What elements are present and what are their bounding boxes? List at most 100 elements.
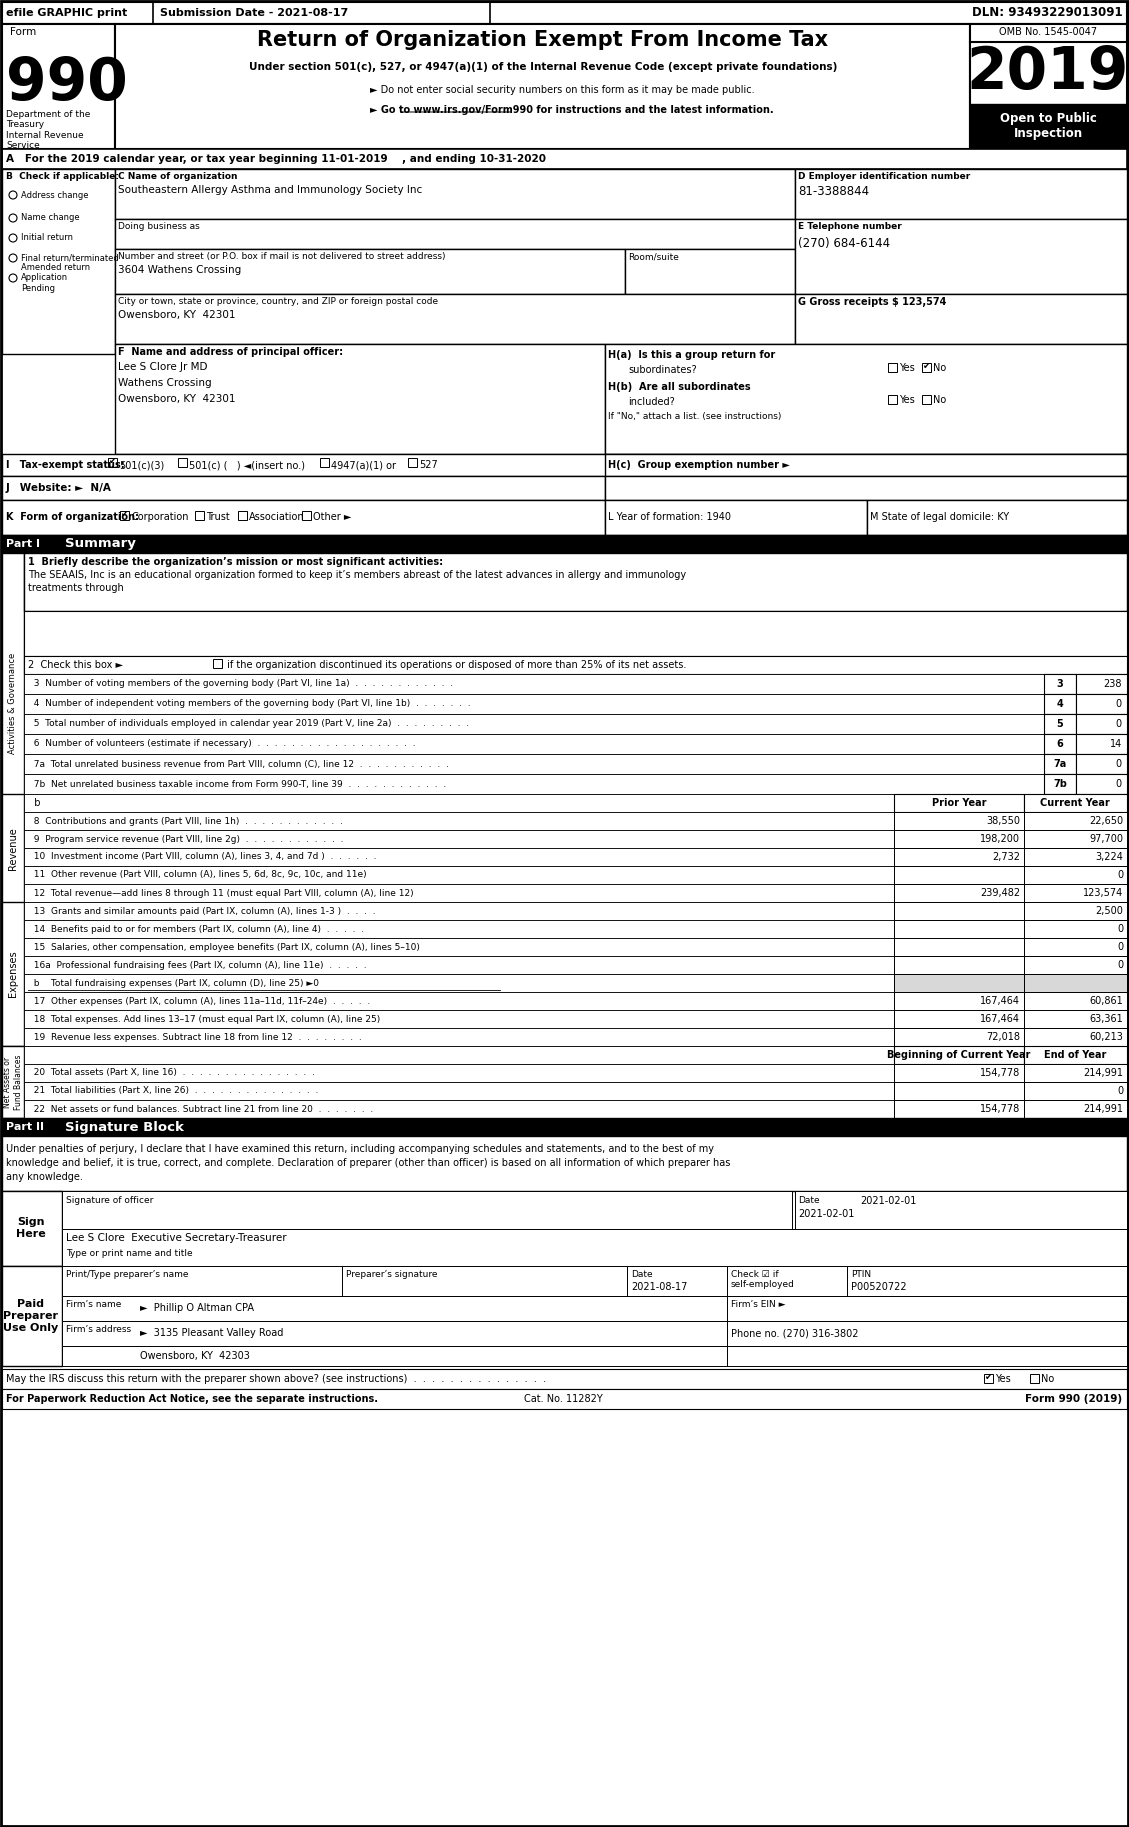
Text: 0: 0 bbox=[1117, 943, 1123, 952]
Bar bbox=[2, 1266, 62, 1367]
Text: 5  Total number of individuals employed in calendar year 2019 (Part V, line 2a) : 5 Total number of individuals employed i… bbox=[28, 720, 470, 729]
Text: City or town, state or province, country, and ZIP or foreign postal code: City or town, state or province, country… bbox=[119, 298, 438, 305]
Text: Paid
Preparer
Use Only: Paid Preparer Use Only bbox=[3, 1299, 59, 1332]
Bar bbox=[1024, 848, 1127, 866]
Bar bbox=[115, 24, 970, 150]
Text: b    Total fundraising expenses (Part IX, column (D), line 25) ►0: b Total fundraising expenses (Part IX, c… bbox=[28, 979, 320, 988]
Bar bbox=[1076, 755, 1127, 775]
Bar bbox=[2, 2, 1127, 24]
Text: 3604 Wathens Crossing: 3604 Wathens Crossing bbox=[119, 265, 242, 276]
Text: No: No bbox=[933, 395, 946, 406]
Bar bbox=[24, 829, 894, 848]
Bar bbox=[795, 170, 1127, 219]
Bar bbox=[894, 848, 1024, 866]
Text: B  Check if applicable:: B Check if applicable: bbox=[6, 172, 119, 181]
Bar bbox=[894, 1063, 1024, 1082]
Text: L Year of formation: 1940: L Year of formation: 1940 bbox=[609, 512, 730, 523]
Bar bbox=[1076, 775, 1127, 795]
Text: 3  Number of voting members of the governing body (Part VI, line 1a)  .  .  .  .: 3 Number of voting members of the govern… bbox=[28, 680, 453, 689]
Text: 72,018: 72,018 bbox=[986, 1032, 1019, 1041]
Bar bbox=[1024, 1029, 1127, 1047]
Text: H(b)  Are all subordinates: H(b) Are all subordinates bbox=[609, 382, 751, 393]
Text: Print/Type preparer’s name: Print/Type preparer’s name bbox=[65, 1270, 189, 1279]
Text: Preparer’s signature: Preparer’s signature bbox=[345, 1270, 438, 1279]
Bar bbox=[922, 364, 931, 373]
Bar bbox=[727, 1295, 1127, 1321]
Text: Part I: Part I bbox=[6, 539, 40, 548]
Text: Part II: Part II bbox=[6, 1122, 44, 1133]
Bar bbox=[1024, 956, 1127, 974]
Bar bbox=[1024, 1082, 1127, 1100]
Text: Expenses: Expenses bbox=[8, 950, 18, 998]
Text: Initial return: Initial return bbox=[21, 234, 73, 243]
Bar bbox=[727, 1321, 1127, 1346]
Bar bbox=[894, 1100, 1024, 1118]
Text: Final return/terminated: Final return/terminated bbox=[21, 254, 119, 263]
Bar bbox=[24, 610, 1127, 656]
Text: 0: 0 bbox=[1117, 870, 1123, 881]
Text: G Gross receipts $ 123,574: G Gross receipts $ 123,574 bbox=[798, 298, 946, 307]
Bar bbox=[342, 1266, 627, 1295]
Bar bbox=[24, 1047, 894, 1063]
Text: J   Website: ►  N/A: J Website: ► N/A bbox=[6, 482, 112, 493]
Text: 3,224: 3,224 bbox=[1095, 851, 1123, 862]
Bar bbox=[1044, 775, 1076, 795]
Text: included?: included? bbox=[628, 396, 675, 407]
Bar bbox=[894, 956, 1024, 974]
Text: 0: 0 bbox=[1115, 700, 1122, 709]
Bar bbox=[2, 903, 24, 1047]
Text: 63,361: 63,361 bbox=[1089, 1014, 1123, 1023]
Text: Room/suite: Room/suite bbox=[628, 252, 679, 261]
Text: Signature Block: Signature Block bbox=[65, 1120, 184, 1133]
Bar bbox=[889, 364, 898, 373]
Bar bbox=[2, 554, 24, 853]
Bar bbox=[1044, 734, 1076, 755]
Text: 4: 4 bbox=[1057, 700, 1064, 709]
Text: any knowledge.: any knowledge. bbox=[6, 1171, 82, 1182]
Text: Under section 501(c), 527, or 4947(a)(1) of the Internal Revenue Code (except pr: Under section 501(c), 527, or 4947(a)(1)… bbox=[248, 62, 838, 71]
Bar bbox=[894, 829, 1024, 848]
Text: May the IRS discuss this return with the preparer shown above? (see instructions: May the IRS discuss this return with the… bbox=[6, 1374, 546, 1385]
Bar bbox=[2, 501, 605, 535]
Text: No: No bbox=[1041, 1374, 1054, 1385]
Text: 0: 0 bbox=[1117, 1085, 1123, 1096]
Text: Sign
Here: Sign Here bbox=[16, 1217, 46, 1239]
Text: 123,574: 123,574 bbox=[1083, 888, 1123, 899]
Text: 22  Net assets or fund balances. Subtract line 21 from line 20  .  .  .  .  .  .: 22 Net assets or fund balances. Subtract… bbox=[28, 1105, 374, 1113]
Text: 0: 0 bbox=[1115, 720, 1122, 729]
Bar bbox=[24, 734, 1044, 755]
Text: 0: 0 bbox=[1117, 924, 1123, 934]
Bar bbox=[2, 1191, 62, 1266]
Text: End of Year: End of Year bbox=[1044, 1051, 1106, 1060]
Bar bbox=[2, 535, 1127, 554]
Text: 2,732: 2,732 bbox=[992, 851, 1019, 862]
Bar bbox=[213, 660, 222, 669]
Text: Revenue: Revenue bbox=[8, 828, 18, 870]
Text: 19  Revenue less expenses. Subtract line 18 from line 12  .  .  .  .  .  .  .  .: 19 Revenue less expenses. Subtract line … bbox=[28, 1032, 361, 1041]
Bar bbox=[1024, 1010, 1127, 1029]
Bar bbox=[178, 459, 187, 468]
Bar bbox=[24, 795, 894, 811]
Text: 214,991: 214,991 bbox=[1083, 1104, 1123, 1114]
Text: Form 990 (2019): Form 990 (2019) bbox=[1025, 1394, 1122, 1403]
Text: DLN: 93493229013091: DLN: 93493229013091 bbox=[972, 7, 1123, 20]
Text: 2,500: 2,500 bbox=[1095, 906, 1123, 915]
Bar bbox=[894, 795, 1024, 811]
Bar bbox=[1024, 829, 1127, 848]
Text: 38,550: 38,550 bbox=[986, 817, 1019, 826]
Text: 154,778: 154,778 bbox=[980, 1069, 1019, 1078]
Text: 7a: 7a bbox=[1053, 758, 1067, 769]
Text: D Employer identification number: D Employer identification number bbox=[798, 172, 970, 181]
Text: Owensboro, KY  42303: Owensboro, KY 42303 bbox=[140, 1350, 250, 1361]
Text: Date: Date bbox=[798, 1197, 820, 1206]
Text: Firm’s EIN ►: Firm’s EIN ► bbox=[730, 1301, 786, 1308]
Bar bbox=[115, 170, 795, 219]
Bar bbox=[1044, 755, 1076, 775]
Bar bbox=[62, 1230, 1127, 1266]
Text: C Name of organization: C Name of organization bbox=[119, 172, 237, 181]
Bar bbox=[24, 674, 1044, 694]
Bar bbox=[408, 459, 417, 468]
Bar bbox=[320, 459, 329, 468]
Bar bbox=[108, 459, 117, 468]
Bar bbox=[894, 811, 1024, 829]
